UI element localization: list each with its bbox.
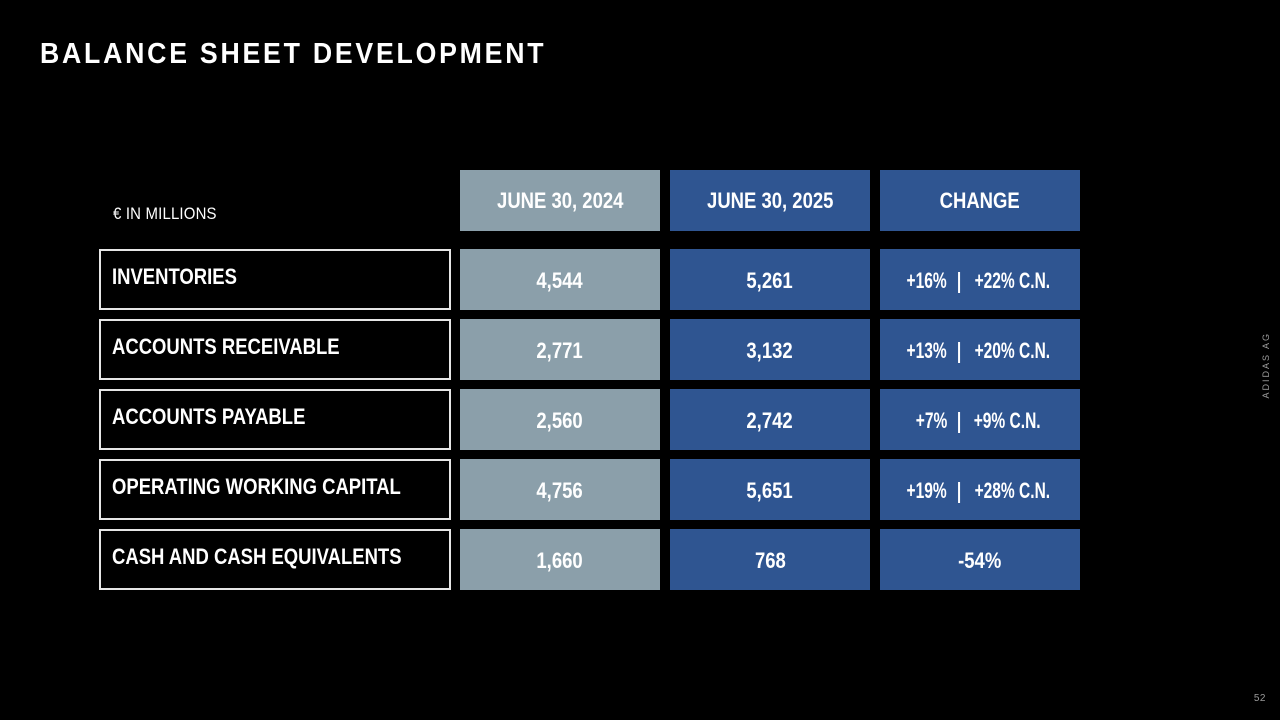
cell-receivable-change: +13% | +20% C.N. [880, 319, 1080, 380]
cell-payable-2025: 2,742 [670, 389, 870, 450]
change-separator: | [956, 407, 962, 433]
change-separator: | [956, 477, 962, 503]
row-label-accounts-payable: ACCOUNTS PAYABLE [99, 389, 451, 450]
column-header-change: CHANGE [880, 170, 1080, 231]
cell-owc-2024: 4,756 [460, 459, 660, 520]
row-label-inventories: INVENTORIES [99, 249, 451, 310]
cell-payable-2024: 2,560 [460, 389, 660, 450]
cell-receivable-2025: 3,132 [670, 319, 870, 380]
change-separator: | [956, 267, 962, 293]
units-label: € IN MILLIONS [113, 204, 217, 223]
cell-owc-change: +19% | +28% C.N. [880, 459, 1080, 520]
cell-cash-change: -54% [880, 529, 1080, 590]
cell-owc-2025: 5,651 [670, 459, 870, 520]
cell-cash-2024: 1,660 [460, 529, 660, 590]
cell-cash-2025: 768 [670, 529, 870, 590]
company-side-tag: ADIDAS AG [1261, 332, 1271, 399]
cell-inventories-2024: 4,544 [460, 249, 660, 310]
change-separator: | [956, 337, 962, 363]
cell-payable-change: +7% | +9% C.N. [880, 389, 1080, 450]
cell-inventories-change: +16% | +22% C.N. [880, 249, 1080, 310]
row-label-accounts-receivable: ACCOUNTS RECEIVABLE [99, 319, 451, 380]
column-header-2024: JUNE 30, 2024 [460, 170, 660, 231]
page-number: 52 [1253, 693, 1266, 704]
cell-receivable-2024: 2,771 [460, 319, 660, 380]
page-title: BALANCE SHEET DEVELOPMENT [40, 38, 547, 70]
column-header-2025: JUNE 30, 2025 [670, 170, 870, 231]
row-label-operating-working-capital: OPERATING WORKING CAPITAL [99, 459, 451, 520]
cell-inventories-2025: 5,261 [670, 249, 870, 310]
row-label-cash: CASH AND CASH EQUIVALENTS [99, 529, 451, 590]
